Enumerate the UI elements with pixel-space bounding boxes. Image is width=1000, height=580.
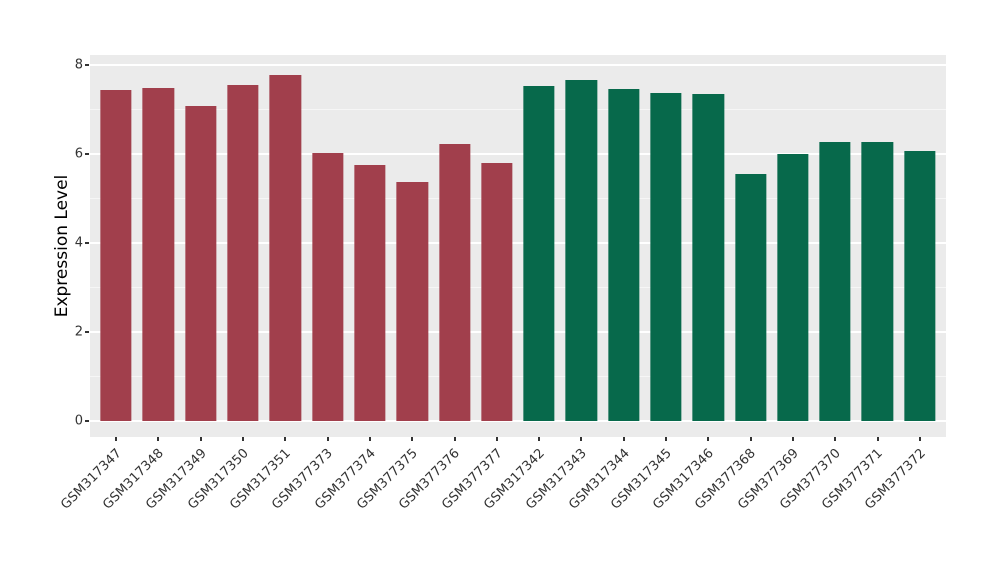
bar xyxy=(861,142,894,421)
x-tick-mark xyxy=(707,437,710,441)
bar-slot xyxy=(687,55,729,437)
bar-slot xyxy=(433,55,475,437)
bar-slot xyxy=(560,55,602,437)
gridline-minor xyxy=(90,108,946,110)
bar xyxy=(608,89,640,421)
x-tick-mark xyxy=(368,437,371,441)
y-tick-mark xyxy=(85,331,89,333)
bar xyxy=(904,151,936,421)
bar xyxy=(650,92,682,421)
bar-slot xyxy=(814,55,856,437)
bar-slot xyxy=(306,55,348,437)
y-tick-mark xyxy=(85,153,89,155)
gridline-minor xyxy=(90,197,946,199)
bar-slot xyxy=(180,55,222,437)
bar-slot xyxy=(729,55,771,437)
x-tick-mark xyxy=(157,437,160,441)
bar xyxy=(692,93,724,421)
bar xyxy=(269,74,301,421)
x-tick-mark xyxy=(453,437,456,441)
x-tick-mark xyxy=(622,437,625,441)
x-tick-mark xyxy=(538,437,541,441)
bar-slot xyxy=(222,55,264,437)
bar xyxy=(523,86,555,421)
bar-slot xyxy=(603,55,645,437)
x-tick-mark xyxy=(834,437,837,441)
y-tick-label: 8 xyxy=(74,57,83,73)
x-tick-mark xyxy=(665,437,668,441)
bar xyxy=(734,174,767,421)
bar xyxy=(777,154,809,421)
bar xyxy=(100,89,132,421)
y-tick-label: 0 xyxy=(74,413,83,429)
bar-slot xyxy=(95,55,137,437)
x-tick-mark xyxy=(918,437,921,441)
bar-slot xyxy=(391,55,433,437)
gridline-minor xyxy=(90,286,946,288)
bar xyxy=(396,181,428,421)
x-tick-mark xyxy=(284,437,287,441)
x-tick-mark xyxy=(580,437,583,441)
bar xyxy=(819,142,851,421)
x-tick-mark xyxy=(242,437,245,441)
x-tick-mark xyxy=(495,437,498,441)
bar xyxy=(311,153,344,421)
gridline-major xyxy=(90,64,946,66)
bar-slot xyxy=(645,55,687,437)
x-tick-mark xyxy=(115,437,118,441)
gridline-major xyxy=(90,242,946,244)
x-tick-mark xyxy=(411,437,414,441)
bar-slot xyxy=(137,55,179,437)
plot-area xyxy=(90,55,946,437)
bar-slot xyxy=(476,55,518,437)
x-tick-mark xyxy=(199,437,202,441)
bar-slot xyxy=(349,55,391,437)
bar xyxy=(354,164,386,421)
y-tick-label: 6 xyxy=(74,146,83,162)
bar-slot xyxy=(264,55,306,437)
bar xyxy=(565,80,598,421)
bar-slot xyxy=(899,55,941,437)
y-tick-mark xyxy=(85,420,89,422)
bar xyxy=(438,144,471,421)
gridline-major xyxy=(90,153,946,155)
bars-container xyxy=(90,55,946,437)
y-tick-mark xyxy=(85,242,89,244)
bar xyxy=(481,162,513,421)
bar-slot xyxy=(518,55,560,437)
y-tick-mark xyxy=(85,64,89,66)
gridline-major xyxy=(90,420,946,422)
x-tick-mark xyxy=(876,437,879,441)
bar xyxy=(227,85,259,421)
x-tick-mark xyxy=(749,437,752,441)
gridline-minor xyxy=(90,375,946,377)
y-tick-label: 2 xyxy=(74,324,83,340)
bar xyxy=(142,87,175,421)
bar xyxy=(185,106,217,421)
x-tick-mark xyxy=(326,437,329,441)
gridline-major xyxy=(90,331,946,333)
x-tick-mark xyxy=(791,437,794,441)
bar-slot xyxy=(856,55,898,437)
bar-slot xyxy=(772,55,814,437)
y-tick-label: 4 xyxy=(74,235,83,251)
